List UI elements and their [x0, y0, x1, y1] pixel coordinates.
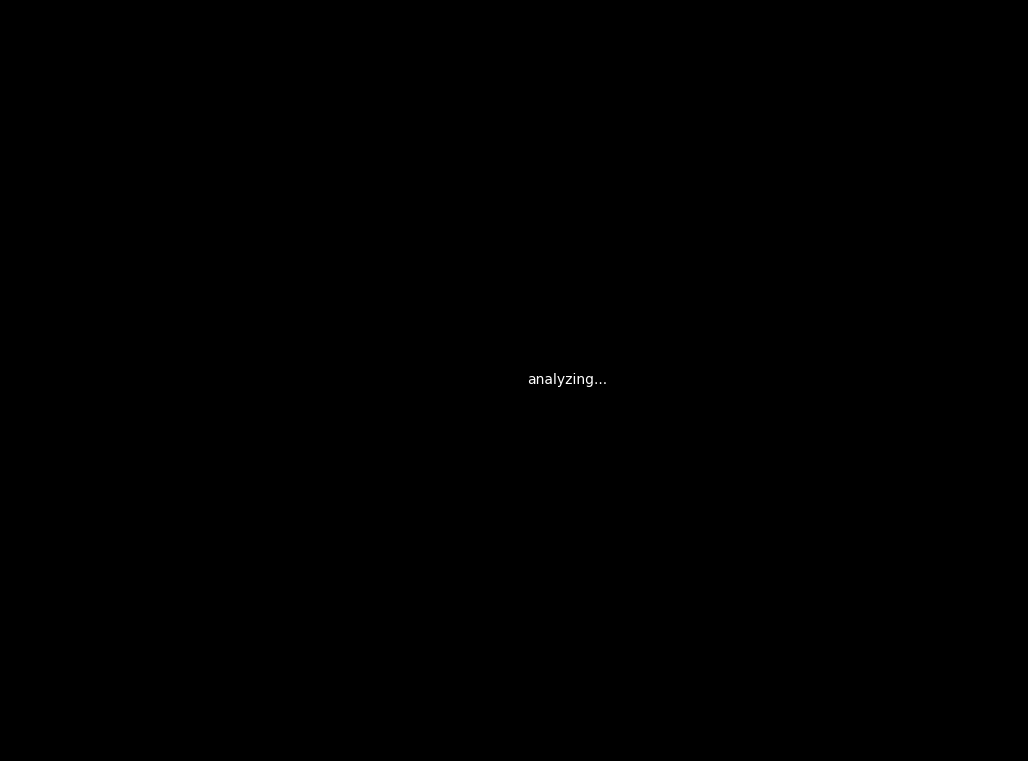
Text: analyzing...: analyzing... — [527, 374, 607, 387]
